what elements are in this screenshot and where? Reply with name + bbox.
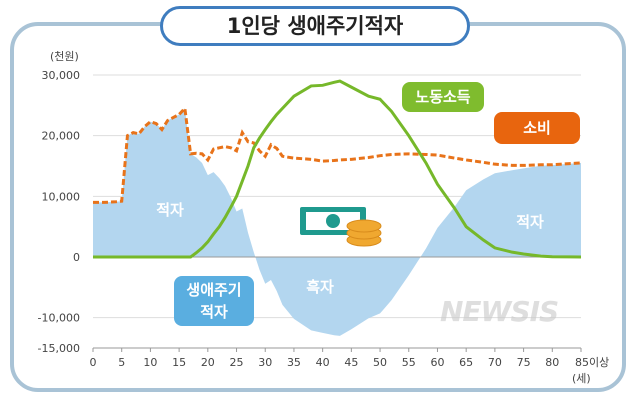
- x-unit-label: (세): [572, 372, 591, 385]
- y-tick-label: 0: [73, 251, 80, 264]
- x-tick-label: 75: [517, 356, 531, 369]
- x-tick-label: 15: [172, 356, 186, 369]
- x-tick-label: 70: [488, 356, 502, 369]
- y-tick-label: -10,000: [38, 312, 80, 325]
- x-tick-label: 45: [344, 356, 358, 369]
- callout-line1: 생애주기: [186, 281, 242, 299]
- y-tick-label: -15,000: [38, 342, 80, 355]
- y-unit-label: (천원): [50, 49, 79, 63]
- coin-stack-icon: [346, 219, 382, 233]
- x-tick-label: 25: [230, 356, 244, 369]
- y-tick-label: 30,000: [42, 69, 81, 82]
- callout-line2: 적자: [200, 303, 228, 321]
- won-coin-icon: [326, 214, 340, 228]
- x-tick-label: 35: [287, 356, 301, 369]
- deficit-left-label: 적자: [156, 201, 184, 219]
- chart-title: 1인당 생애주기적자: [160, 6, 470, 46]
- y-tick-label: 20,000: [42, 130, 81, 143]
- x-tick-label: 30: [258, 356, 272, 369]
- x-tick-label: 5: [118, 356, 125, 369]
- x-tick-label: 0: [90, 356, 97, 369]
- watermark-logo: NEWSIS: [440, 295, 559, 328]
- x-tick-label: 60: [430, 356, 444, 369]
- x-tick-label: 50: [373, 356, 387, 369]
- series-line-consumption: [93, 105, 582, 204]
- x-tick-label: 65: [459, 356, 473, 369]
- surplus-label: 흑자: [306, 278, 334, 296]
- deficit-right-label: 적자: [516, 213, 544, 231]
- x-tick-label: 55: [402, 356, 416, 369]
- series-line-income: [93, 79, 582, 259]
- x-tick-label: 85이상: [575, 356, 609, 369]
- y-tick-label: 10,000: [42, 190, 81, 203]
- x-tick-label: 20: [201, 356, 215, 369]
- x-tick-label: 80: [545, 356, 559, 369]
- x-tick-label: 10: [143, 356, 157, 369]
- income-callout: 노동소득: [402, 82, 484, 112]
- lifecycle-deficit-callout: 생애주기 적자: [174, 276, 254, 326]
- consumption-callout: 소비: [494, 112, 580, 144]
- x-tick-label: 40: [316, 356, 330, 369]
